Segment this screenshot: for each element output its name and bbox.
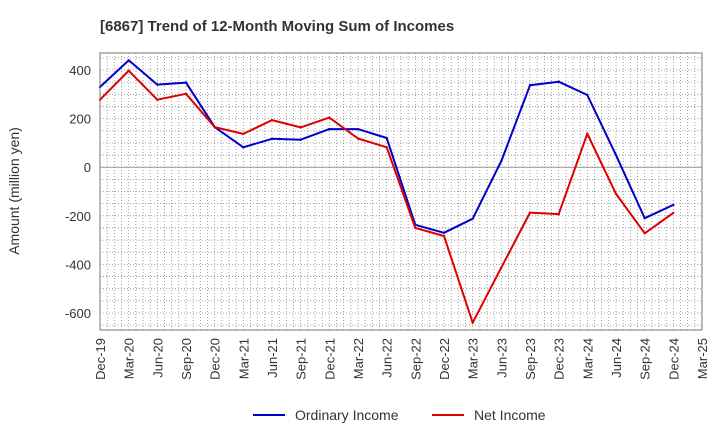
net-income-point <box>442 234 446 238</box>
legend-label-ordinary-income: Ordinary Income <box>295 407 399 423</box>
net-income-point <box>356 137 360 140</box>
legend-label-net-income: Net Income <box>474 407 546 423</box>
x-tick-label: Jun-24 <box>609 338 624 378</box>
ordinary-income-point <box>127 59 130 62</box>
grid-lines <box>99 53 703 330</box>
ordinary-income-point <box>672 203 675 207</box>
x-tick-labels: Dec-19 Mar-20 Jun-20 Sep-20 Dec-20 Mar-21 Jun-… <box>93 338 710 380</box>
net-income-point <box>528 211 532 214</box>
x-tick-label: Sep-21 <box>294 338 309 380</box>
x-tick-label: Mar-24 <box>580 338 595 379</box>
plot-frame <box>99 52 703 331</box>
y-tick-label: 400 <box>69 63 91 78</box>
x-tick-label: Jun-23 <box>494 338 509 378</box>
y-tick-label: 0 <box>84 160 91 175</box>
net-income-point <box>414 226 417 230</box>
net-income-point <box>270 118 274 122</box>
y-tick-label: 200 <box>69 112 91 127</box>
y-tick-labels: 400 200 0 -200 -400 -600 <box>65 63 91 321</box>
x-tick-label: Jun-21 <box>265 338 280 378</box>
ordinary-income-point <box>328 127 331 131</box>
ordinary-income-point <box>184 81 188 84</box>
net-income-point <box>557 212 560 216</box>
x-tick-label: Mar-25 <box>695 338 710 379</box>
x-tick-label: Sep-22 <box>408 338 423 380</box>
net-income-point <box>586 132 589 135</box>
x-tick-label: Dec-21 <box>322 338 337 380</box>
ordinary-income-point <box>557 80 560 83</box>
ordinary-income-point <box>614 153 618 157</box>
x-tick-label: Mar-23 <box>466 338 481 379</box>
chart-title: [6867] Trend of 12-Month Moving Sum of I… <box>100 18 454 35</box>
ordinary-income-point <box>270 137 274 140</box>
net-income-point <box>242 132 245 136</box>
x-tick-label: Dec-19 <box>93 338 108 380</box>
ordinary-income-point <box>156 83 159 86</box>
net-income-point <box>643 232 646 235</box>
net-income-point <box>127 69 130 72</box>
x-tick-label: Mar-21 <box>236 338 251 379</box>
x-tick-label: Dec-22 <box>437 338 452 380</box>
ordinary-income-point <box>500 159 503 163</box>
net-income-point <box>328 116 331 119</box>
ordinary-income-point <box>528 84 532 87</box>
ordinary-income-point <box>356 127 360 131</box>
x-tick-label: Dec-23 <box>552 338 567 380</box>
net-income-point <box>213 125 216 129</box>
ordinary-income-point <box>385 136 388 140</box>
x-tick-label: Mar-20 <box>122 338 137 379</box>
net-income-point <box>471 321 474 324</box>
y-tick-label: -200 <box>65 209 91 224</box>
net-income-point <box>299 126 302 129</box>
y-axis-label: Amount (million yen) <box>6 127 22 255</box>
y-tick-label: -600 <box>65 306 91 321</box>
ordinary-income-point <box>586 93 589 97</box>
plot-frame <box>99 52 703 331</box>
x-tick-label: Jun-20 <box>150 338 165 378</box>
net-income-point <box>672 211 675 215</box>
x-tick-label: Dec-20 <box>208 338 223 380</box>
legend: Ordinary Income Net Income <box>253 407 546 423</box>
ordinary-income-point <box>471 217 474 220</box>
x-tick-label: Dec-24 <box>666 338 681 380</box>
x-tick-label: Sep-20 <box>179 338 194 380</box>
x-tick-label: Jun-22 <box>380 338 395 378</box>
data-series <box>98 59 675 324</box>
y-tick-label: -400 <box>65 257 91 272</box>
net-income-point <box>614 192 618 196</box>
x-tick-label: Sep-24 <box>638 338 653 380</box>
x-tick-label: Sep-23 <box>523 338 538 380</box>
ordinary-income-point <box>643 217 646 220</box>
net-income-point <box>184 92 188 96</box>
net-income-point <box>385 146 388 149</box>
ordinary-income-point <box>442 231 446 234</box>
net-income-point <box>156 98 159 101</box>
ordinary-income-point <box>242 146 245 149</box>
net-income-point <box>500 266 503 269</box>
ordinary-income-point <box>299 138 302 141</box>
x-tick-label: Mar-22 <box>351 338 366 379</box>
